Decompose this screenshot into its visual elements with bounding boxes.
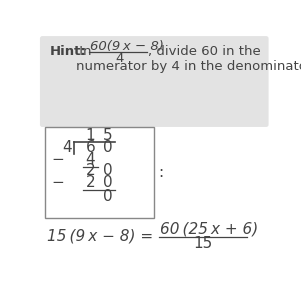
Text: numerator by 4 in the denominator.: numerator by 4 in the denominator. (76, 60, 301, 73)
Text: , divide 60 in the: , divide 60 in the (148, 45, 261, 58)
Text: 5: 5 (103, 128, 112, 143)
Text: In: In (75, 45, 96, 58)
Text: 2: 2 (85, 163, 95, 178)
Text: 15 (9 x − 8) =: 15 (9 x − 8) = (47, 229, 153, 244)
Text: −: − (51, 175, 64, 190)
Text: :: : (159, 165, 164, 180)
Text: 60 (25 x + 6): 60 (25 x + 6) (160, 222, 258, 237)
Text: 0: 0 (103, 163, 112, 178)
FancyBboxPatch shape (40, 36, 268, 127)
Text: −: − (51, 152, 64, 167)
Text: 0: 0 (103, 175, 112, 190)
Text: 1: 1 (85, 128, 95, 143)
Text: 15: 15 (193, 236, 212, 251)
Text: 4: 4 (62, 140, 72, 155)
Text: 4: 4 (85, 152, 95, 167)
Text: 2: 2 (85, 175, 95, 190)
Text: 60(9 x − 8): 60(9 x − 8) (90, 40, 163, 53)
Text: 0: 0 (103, 189, 112, 204)
FancyBboxPatch shape (45, 127, 154, 218)
Text: 0: 0 (103, 140, 112, 155)
Text: Hint:: Hint: (50, 45, 87, 58)
Text: 6: 6 (85, 140, 95, 155)
Text: 4: 4 (115, 52, 123, 65)
